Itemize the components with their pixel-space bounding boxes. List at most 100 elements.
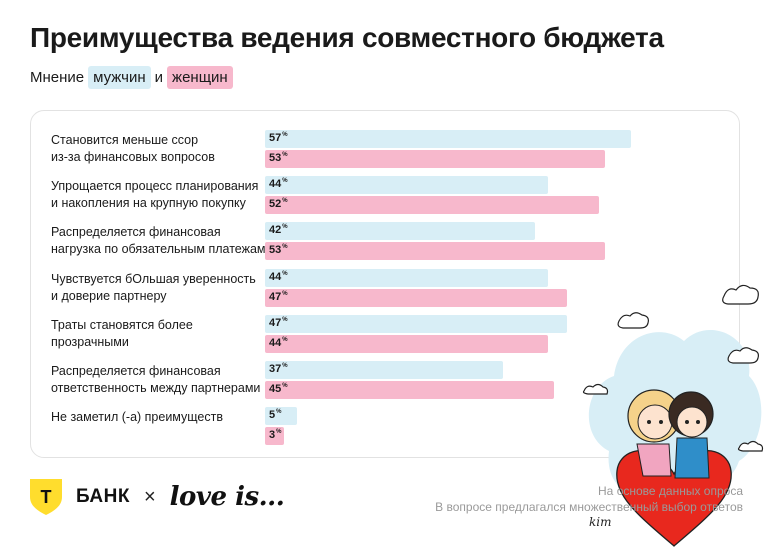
percent-sign: % [282,336,288,343]
bar-men: 44% [265,268,548,287]
data-label: 44% [269,337,288,349]
data-label: 47% [269,291,288,303]
category-label-line: и накопления на крупную покупку [51,196,246,211]
bar-women: 52% [265,196,599,215]
data-label: 47% [269,317,288,329]
data-label: 53% [269,152,288,164]
bar-women: 47% [265,288,567,307]
category-label-line: ответственность между партнерами [51,381,261,395]
data-label: 53% [269,244,288,256]
page-title: Преимущества ведения совместного бюджета [30,22,664,53]
category-label-line: Распределяется финансовая [51,364,221,378]
category-label-line: прозрачными [51,334,129,349]
category-label-line: Становится меньше ссор [51,133,199,147]
t-bank-shield-icon: Т [30,479,62,515]
data-label-value: 53 [269,152,282,164]
chart-row: Распределяется финансовая ответственность… [31,361,739,407]
category-label-line: Упрощается процесс планирования [51,179,259,194]
data-label: 57% [269,132,288,144]
category-label-line: Чувствуется бОльшая уверенность [51,271,256,286]
bar-men: 37% [265,361,503,379]
percent-sign: % [282,383,288,389]
data-label-value: 47 [269,316,282,329]
data-label-value: 44 [269,336,282,349]
chart-panel: kim Становится меньше ссор из-за финансов… [30,110,764,547]
category-label: Чувствуется бОльшая уверенность и доверие… [51,271,266,305]
chart-row: Становится меньше ссор из-за финансовых в… [31,130,739,176]
data-label-value: 47 [269,290,282,303]
category-label-line: из-за финансовых вопросов [51,150,215,164]
chart-row: Чувствуется бОльшая уверенность и доверие… [31,268,739,315]
percent-sign: % [282,290,288,297]
bar-men: 57% [265,130,631,148]
bar-men: 47% [265,314,567,333]
chart-row: Траты становятся более прозрачными 47% 44% [31,314,739,361]
footnote-source: На основе данных опроса [598,484,743,498]
bar-women: 45% [265,381,554,399]
legend-men: мужчин [88,66,151,89]
chart-row: Упрощается процесс планирования и накопле… [31,176,739,222]
partner-logo: love is... [169,482,285,512]
percent-sign: % [276,429,282,436]
bar-women: 44% [265,334,548,353]
data-label-value: 44 [269,270,282,283]
percent-sign: % [282,178,288,185]
bar-men: 5% [265,407,298,426]
love-is-illustration-icon: kim [582,284,764,547]
data-label-value: 52 [269,198,282,211]
category-label-line: Не заметил (-а) преимуществ [51,410,224,425]
data-label-value: 45 [269,383,282,395]
percent-sign: % [282,152,288,158]
footnote-multiple-choice: В вопросе предлагался множественный выбо… [435,500,743,514]
legend-and: и [154,69,164,86]
category-label: Не заметил (-а) преимуществ [51,409,266,426]
percent-sign: % [282,270,288,277]
category-label: Распределяется финансовая ответственность… [51,363,266,397]
footer-logos: Т БАНК × love is... [30,479,285,515]
data-label-value: 42 [269,224,282,237]
data-label: 42% [269,224,288,236]
category-label-line: и доверие партнеру [51,288,167,303]
bar-women: 53% [265,242,606,261]
percent-sign: % [282,132,288,138]
chart-row: Не заметил (-а) преимуществ 5% 3% [31,407,739,453]
percent-sign: % [282,316,288,323]
category-label: Распределяется финансовая нагрузка по обя… [51,224,266,258]
bar-men: 42% [265,222,535,241]
data-label: 44% [269,271,288,283]
data-label: 3% [269,429,281,441]
data-label: 44% [269,178,288,190]
percent-sign: % [282,224,288,231]
bar-women: 3% [265,427,285,446]
category-label: Упрощается процесс планирования и накопле… [51,178,266,212]
category-label-line: нагрузка по обязательным платежам [51,242,266,257]
category-label: Траты становятся более прозрачными [51,317,266,351]
data-label-value: 53 [269,244,282,257]
data-label: 37% [269,363,288,375]
data-label-value: 3 [269,429,276,442]
data-label-value: 57 [269,132,282,144]
data-label: 5% [269,409,281,421]
brand-name: БАНК [76,486,130,507]
data-label-value: 44 [269,178,282,191]
chart-row: Распределяется финансовая нагрузка по обя… [31,222,739,268]
brand-letter: Т [41,487,52,507]
category-label: Становится меньше ссор из-за финансовых в… [51,132,266,166]
bar-men: 44% [265,176,548,195]
legend-women: женщин [167,66,233,89]
data-label: 45% [269,383,288,395]
signature: kim [589,515,612,529]
data-label-value: 5 [269,409,276,422]
cloud-icon [582,284,764,452]
bar-women: 53% [265,150,606,168]
times-icon: × [143,485,156,508]
percent-sign: % [282,198,288,205]
legend-prefix: Мнение [30,69,85,86]
category-label-line: Распределяется финансовая [51,225,221,240]
percent-sign: % [282,244,288,251]
data-label: 52% [269,198,288,210]
percent-sign: % [282,363,288,369]
category-label-line: Траты становятся более [51,317,193,332]
legend: Мнение мужчин и женщин [30,66,233,89]
percent-sign: % [276,409,282,416]
